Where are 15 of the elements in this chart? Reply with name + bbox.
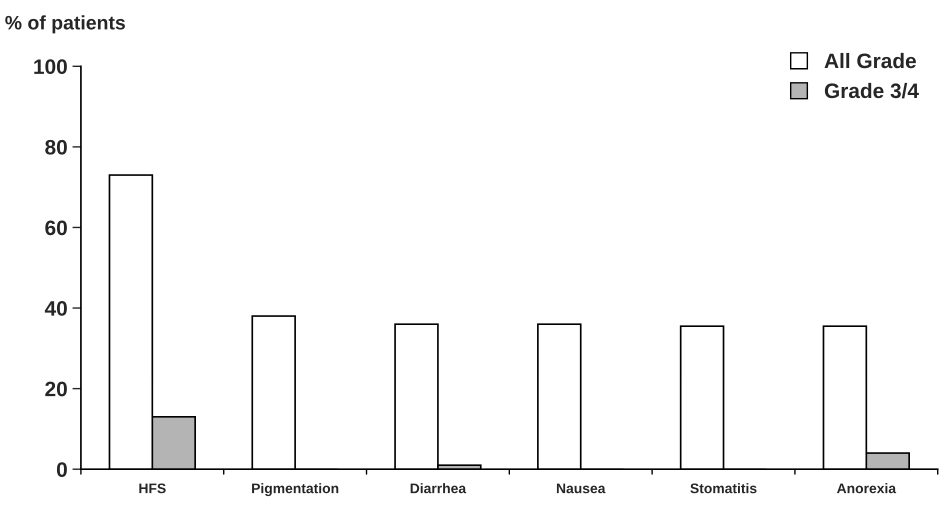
x-tick-label: Nausea (556, 484, 606, 494)
x-tick-label: Stomatitis (690, 483, 757, 494)
y-tick-label: 60 (45, 220, 67, 236)
y-tick-label: 0 (56, 462, 67, 477)
legend-label: Grade 3/4 (824, 82, 919, 98)
x-tick-label: Pigmentation (252, 483, 338, 496)
x-tick-label: Diarrhea (410, 483, 466, 494)
x-tick-label: HFS (139, 483, 166, 494)
y-tick-label: 40 (44, 301, 67, 316)
x-tick-label: Anorexia (836, 483, 896, 494)
y-tick-label: 100 (34, 59, 67, 74)
y-axis-title: % of patients (5, 15, 125, 34)
y-tick-label: 20 (45, 382, 67, 396)
legend-label: All Grade (824, 52, 916, 68)
y-tick-label: 80 (45, 140, 67, 155)
